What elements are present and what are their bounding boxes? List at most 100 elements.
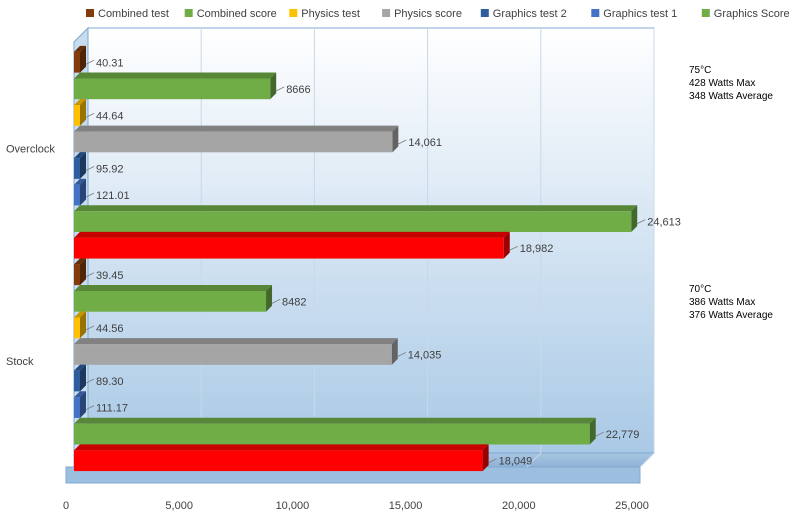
bar-top-combined-score-stock [74,284,273,291]
category-label: Stock [6,356,34,368]
data-label-leader [85,378,95,384]
bar-graphics-test-2-stock [74,370,80,392]
data-label-combined-score-overclock: 8666 [286,84,310,96]
legend-label-physics-test: Physics test [301,8,360,20]
bar-side-combined-score-stock [266,284,273,312]
x-tick-label: 20,000 [502,500,536,512]
data-label-combined-test-stock: 39.45 [96,270,124,282]
bar-side-3dmark-stock [482,444,489,472]
data-label-graphics-test-1-overclock: 121.01 [96,190,130,202]
data-label-graphics-score-stock: 22,779 [606,429,640,441]
legend-swatch-graphics-test-2 [480,9,489,17]
data-label-leader [85,325,95,331]
bar-top-combined-score-overclock [74,72,277,79]
legend-swatch-graphics-test-1 [591,9,600,17]
x-tick-label: 0 [63,500,69,512]
data-label-physics-test-overclock: 44.64 [96,110,124,122]
data-label-leader [397,352,406,357]
data-label-3dmark-stock: 18,049 [499,456,533,468]
x-tick-label: 15,000 [389,500,423,512]
data-label-graphics-score-overclock: 24,613 [647,217,681,229]
x-tick-label: 25,000 [615,500,649,512]
legend-swatch-combined-test [86,9,94,17]
legend-label-graphics-score: Graphics Score [714,8,790,20]
data-label-leader [276,86,285,92]
bar-physics-score-stock [74,344,392,365]
x-tick-label: 5,000 [165,500,193,512]
bar-graphics-score-overclock [74,211,632,233]
bar-combined-score-stock [74,290,267,312]
overclock-notes: 75°C 428 Watts Max 348 Watts Average [689,64,773,103]
bar-side-graphics-test-1-stock [80,391,86,418]
bar-top-3dmark-stock [74,444,489,451]
data-label-graphics-test-2-stock: 89.30 [96,376,124,388]
legend-swatch-physics-test [289,9,298,17]
bar-3dmark-stock [74,450,483,472]
data-label-leader [85,405,95,410]
bar-top-3dmark-overclock [74,231,510,238]
data-label-leader [85,272,95,278]
data-label-leader [271,298,281,304]
bar-top-graphics-score-stock [74,417,596,424]
bar-top-combined-test-overclock [74,45,86,52]
data-label-leader [595,431,604,437]
x-tick-label: 10,000 [276,500,310,512]
bar-side-combined-test-stock [80,258,86,286]
legend-swatch-physics-score [382,9,391,17]
data-label-leader [637,219,646,225]
bar-top-physics-test-overclock [74,99,86,106]
bar-side-graphics-test-2-overclock [80,152,86,179]
data-label-leader [488,458,497,464]
category-label: Overclock [6,143,55,155]
bar-side-physics-score-stock [391,338,398,365]
bar-top-physics-score-stock [74,338,398,345]
legend-label-combined-score: Combined score [197,8,277,20]
data-label-leader [85,192,95,198]
data-label-leader [85,59,95,65]
stock-temperature: 70°C [689,284,712,295]
bar-top-physics-score-overclock [74,125,399,132]
bar-top-graphics-test-2-overclock [74,152,86,159]
overclock-max-watts: 428 Watts Max [689,78,756,89]
bar-side-graphics-test-1-overclock [80,178,86,206]
overclock-average-watts: 348 Watts Average [689,91,773,102]
bar-combined-test-stock [74,264,80,286]
gridline-floor [639,452,655,468]
data-label-leader [85,166,95,171]
bar-side-graphics-test-2-stock [80,364,86,392]
bar-side-physics-test-stock [80,311,86,339]
bar-side-3dmark-overclock [503,231,510,259]
bar-physics-test-overclock [74,105,80,126]
data-label-graphics-test-2-overclock: 95.92 [96,164,124,176]
bar-side-physics-test-overclock [80,99,86,126]
bar-physics-test-stock [74,317,80,339]
bar-side-graphics-score-overclock [631,205,638,233]
legend-label-graphics-test-1: Graphics test 1 [603,8,677,20]
legend-label-physics-score: Physics score [394,8,462,20]
bar-top-graphics-test-1-overclock [74,178,86,185]
data-label-physics-test-stock: 44.56 [96,323,124,335]
bar-top-graphics-test-2-stock [74,364,86,371]
data-label-3dmark-overclock: 18,982 [520,243,554,255]
bar-side-combined-test-overclock [80,45,86,73]
bar-graphics-test-1-stock [74,397,80,418]
data-label-leader [85,113,95,118]
bar-top-graphics-test-1-stock [74,391,86,398]
bar-side-combined-score-overclock [270,72,277,100]
bar-physics-score-overclock [74,131,393,153]
data-label-combined-test-overclock: 40.31 [96,57,124,69]
bar-graphics-test-1-overclock [74,184,80,206]
stock-notes: 70°C 386 Watts Max 376 Watts Average [689,283,773,322]
bar-combined-score-overclock [74,78,271,100]
stock-max-watts: 386 Watts Max [689,297,756,308]
bar-top-graphics-score-overclock [74,205,638,212]
data-label-graphics-test-1-stock: 111.17 [96,403,128,415]
gridline-floor [526,452,542,468]
bar-combined-test-overclock [74,51,80,73]
data-label-leader [398,139,407,145]
overclock-temperature: 75°C [689,65,712,76]
bar-top-combined-test-stock [74,258,86,265]
legend-label-combined-test: Combined test [98,8,169,20]
